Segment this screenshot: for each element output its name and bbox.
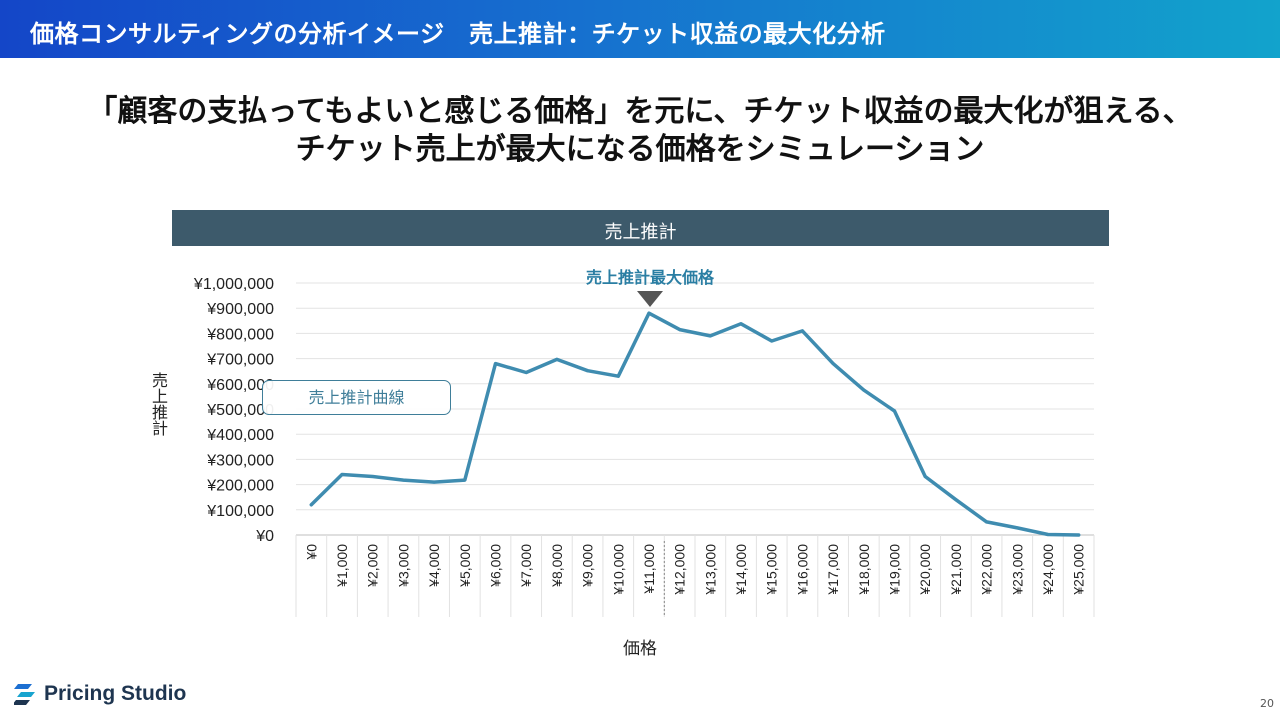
x-tick-label: ¥17,000 — [825, 544, 841, 596]
headline-line-1: 「顧客の支払ってもよいと感じる価格」を元に、チケット収益の最大化が狙える、 — [87, 94, 1193, 129]
curve-legend-label: 売上推計曲線 — [262, 380, 451, 415]
logo-text: Pricing Studio — [44, 682, 187, 705]
y-tick-label: ¥500,000 — [206, 402, 274, 419]
data-point — [647, 311, 651, 315]
data-point — [954, 498, 958, 502]
x-tick-label: ¥15,000 — [764, 544, 780, 596]
data-point — [432, 480, 436, 484]
data-point — [1015, 526, 1019, 530]
data-point — [893, 409, 896, 413]
x-tick-label: ¥25,000 — [1071, 544, 1087, 596]
series-line — [309, 311, 1081, 537]
chart-title: 売上推計 — [604, 222, 677, 243]
data-point — [309, 503, 313, 507]
data-point — [401, 478, 405, 482]
headline-line-2: チケット売上が最大になる価格をシミュレーション — [295, 132, 985, 167]
data-point — [985, 520, 989, 524]
x-tick-label: ¥22,000 — [979, 544, 995, 596]
y-tick-label: ¥1,000,000 — [193, 276, 274, 293]
x-tick-label: ¥21,000 — [948, 544, 964, 596]
data-point — [616, 374, 620, 378]
y-tick-label: ¥0 — [255, 528, 274, 545]
data-point — [340, 473, 344, 477]
x-tick-label: ¥3,000 — [395, 544, 411, 588]
x-tick-label: ¥18,000 — [856, 544, 872, 596]
data-point — [831, 362, 835, 366]
page-title: 価格コンサルティングの分析イメージ 売上推計：チケット収益の最大化分析 — [30, 20, 886, 48]
chart-title-bar: 売上推計 — [172, 210, 1109, 246]
x-tick-label: ¥6,000 — [488, 544, 504, 588]
y-tick-label: ¥700,000 — [206, 352, 274, 369]
x-tick-label: ¥12,000 — [672, 544, 688, 596]
data-point — [463, 478, 467, 482]
data-point — [708, 334, 712, 338]
data-point — [555, 357, 559, 361]
data-point — [524, 370, 528, 374]
x-tick-label: ¥0 — [303, 544, 319, 561]
data-point — [1077, 533, 1081, 537]
y-axis-title: 売上推計 — [149, 372, 168, 436]
peak-marker-triangle-icon — [637, 291, 663, 307]
y-tick-label: ¥900,000 — [206, 301, 274, 318]
data-point — [923, 475, 927, 479]
data-point — [494, 362, 497, 366]
x-tick-label: ¥13,000 — [702, 544, 718, 596]
data-point — [770, 339, 774, 343]
x-tick-label: ¥24,000 — [1040, 544, 1056, 596]
x-tick-label: ¥23,000 — [1009, 544, 1025, 596]
data-point — [862, 388, 866, 392]
x-tick-label: ¥14,000 — [733, 544, 749, 596]
x-tick-label: ¥8,000 — [549, 544, 565, 588]
y-tick-label: ¥800,000 — [206, 326, 274, 343]
data-point — [371, 475, 375, 479]
x-tick-label: ¥10,000 — [610, 544, 626, 596]
y-tick-label: ¥600,000 — [206, 377, 274, 394]
x-tick-label: ¥11,000 — [641, 544, 657, 595]
x-tick-label: ¥4,000 — [426, 544, 442, 588]
x-axis-title: 価格 — [623, 639, 657, 659]
y-tick-label: ¥200,000 — [206, 478, 274, 495]
x-tick-label: ¥5,000 — [457, 544, 473, 588]
data-point — [586, 369, 590, 373]
data-point — [1046, 532, 1050, 536]
y-tick-label: ¥300,000 — [206, 452, 274, 469]
peak-price-label: 売上推計最大価格 — [585, 268, 714, 287]
data-point — [739, 322, 743, 326]
logo-mark-icon — [14, 684, 35, 705]
header-bar: 価格コンサルティングの分析イメージ 売上推計：チケット収益の最大化分析 — [0, 0, 1280, 58]
x-tick-label: ¥9,000 — [580, 544, 596, 588]
data-point — [678, 328, 682, 332]
page-number: 20 — [1260, 697, 1274, 710]
x-tick-label: ¥7,000 — [518, 544, 534, 588]
x-tick-label: ¥16,000 — [794, 544, 810, 596]
y-tick-label: ¥400,000 — [206, 427, 274, 444]
x-tick-label: ¥2,000 — [365, 544, 381, 588]
y-tick-label: ¥100,000 — [206, 503, 274, 520]
data-point — [800, 329, 804, 333]
x-tick-label: ¥20,000 — [917, 544, 933, 596]
x-tick-label: ¥19,000 — [887, 544, 903, 596]
x-tick-label: ¥1,000 — [334, 544, 350, 588]
